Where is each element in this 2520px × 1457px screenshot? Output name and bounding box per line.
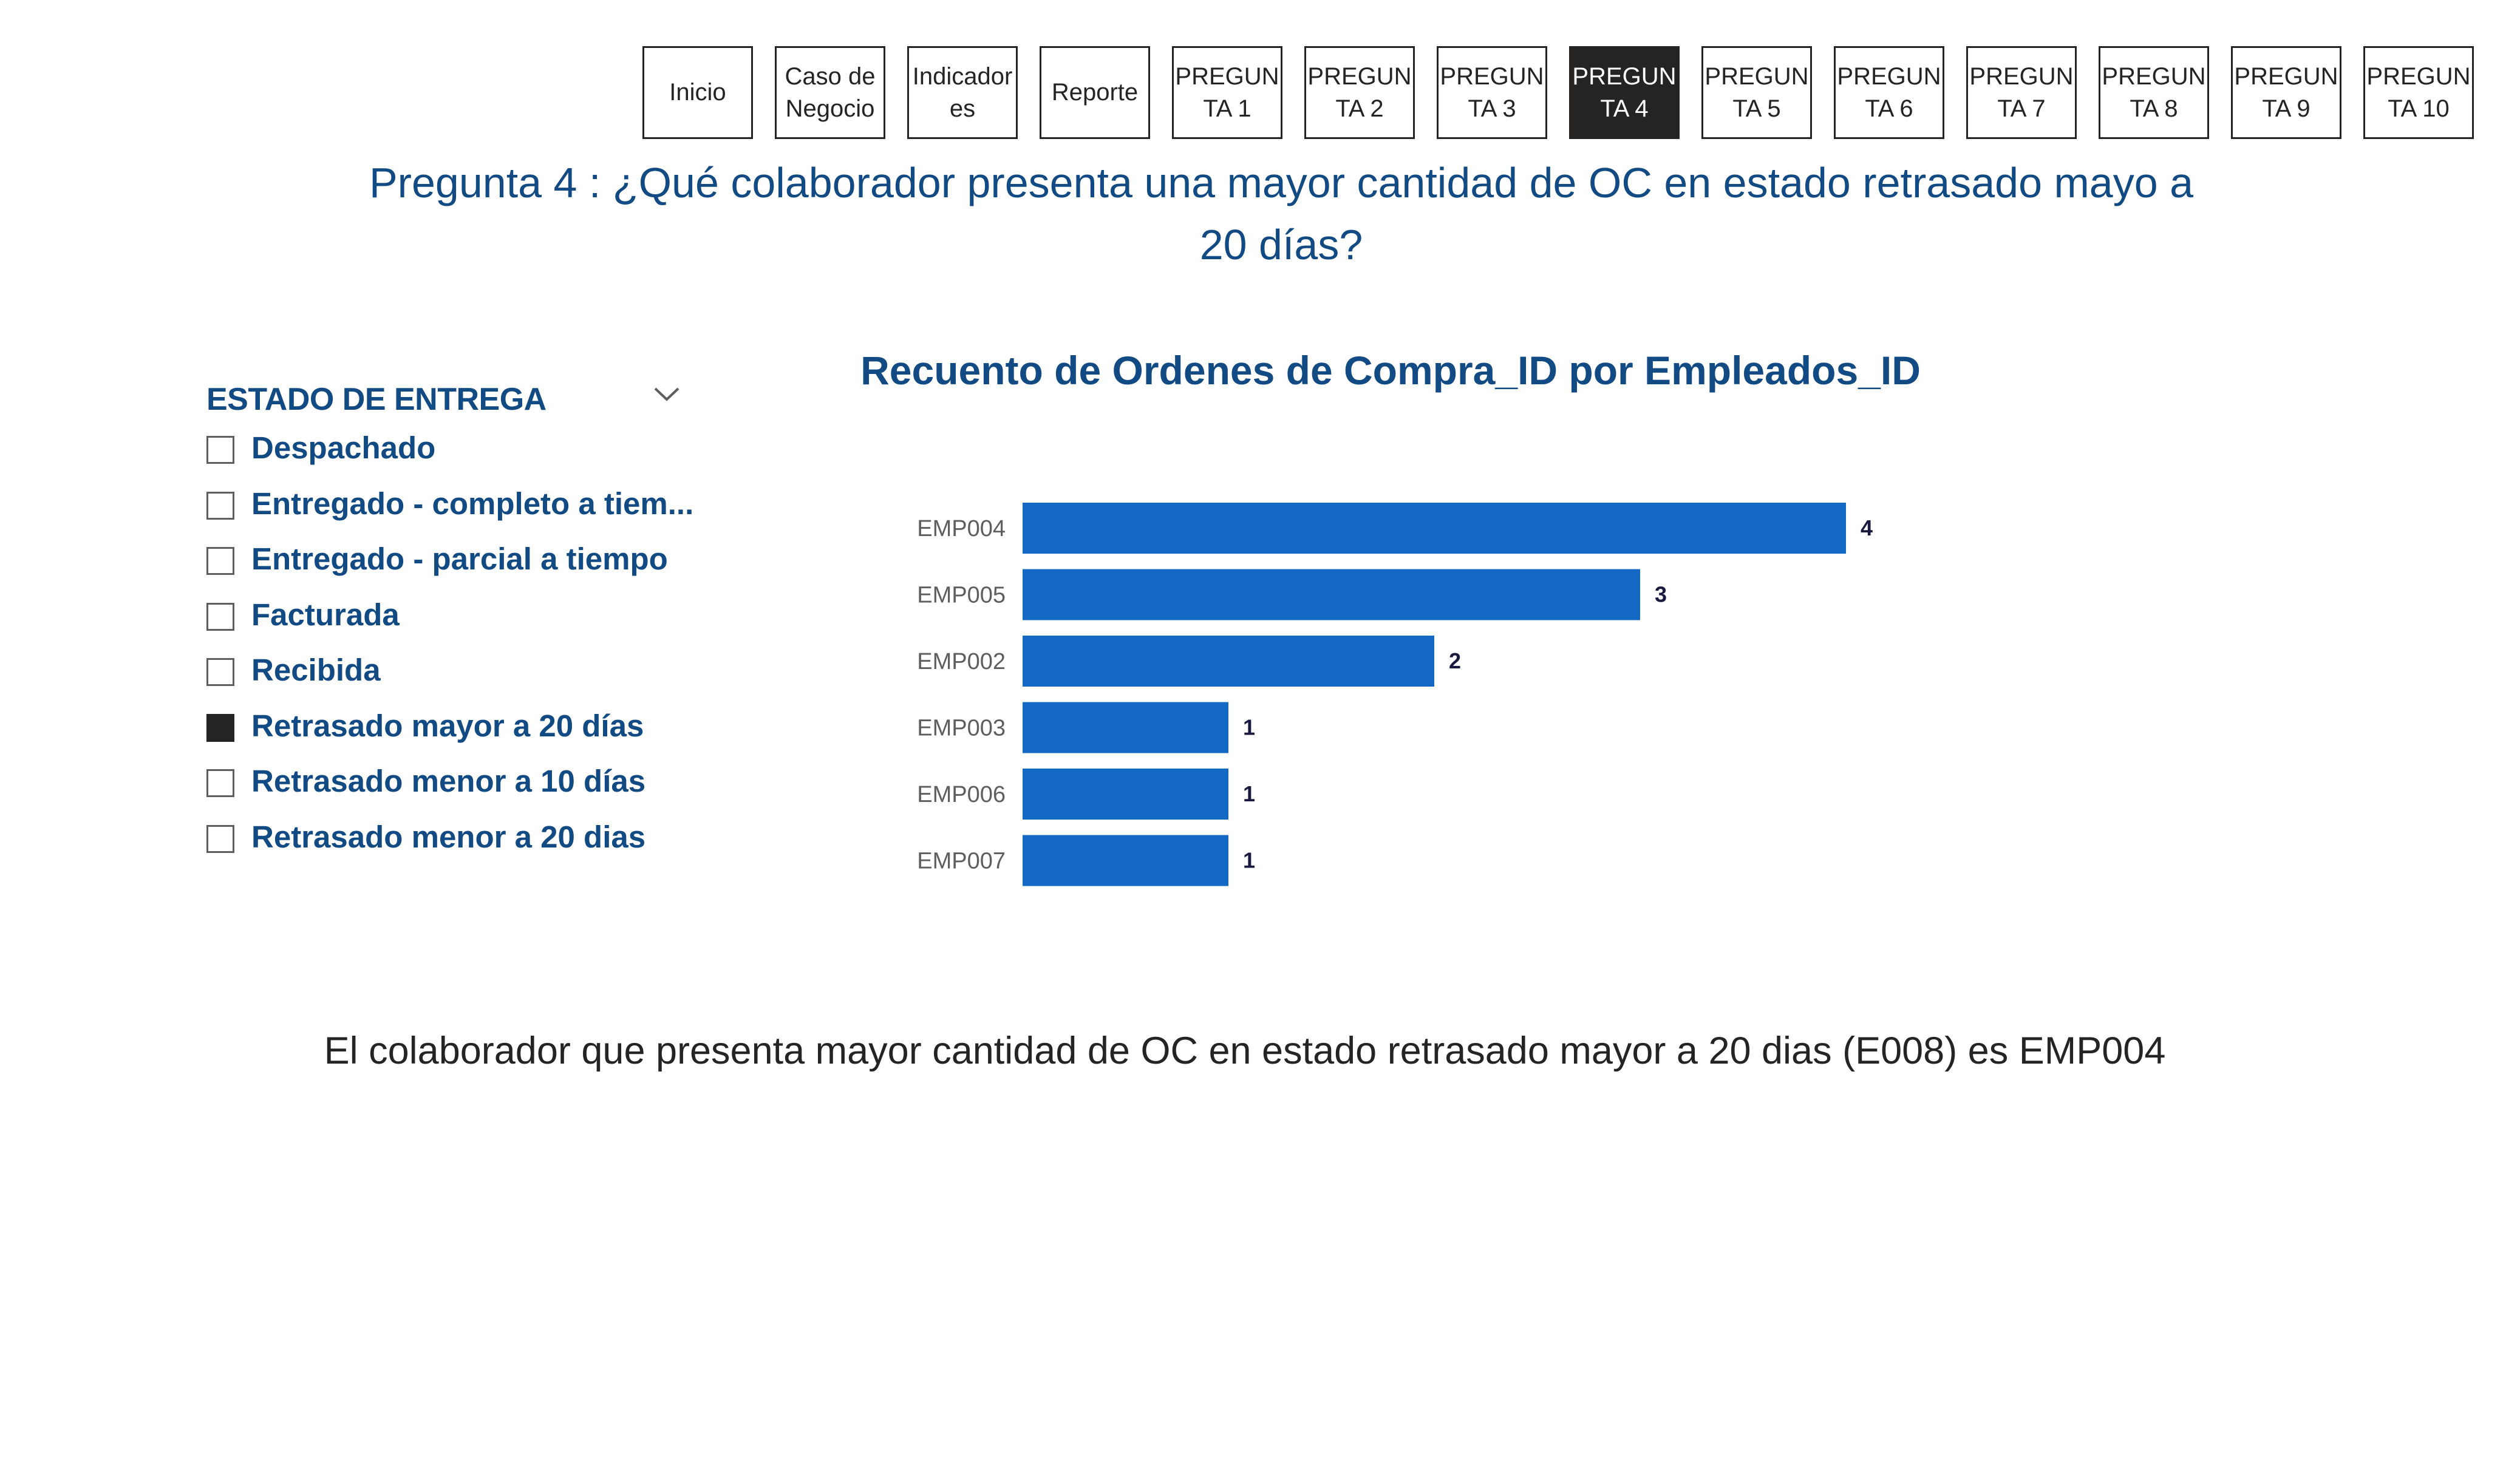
nav-button-pregunta-4[interactable]: PREGUNTA 4 <box>1569 46 1680 139</box>
nav-button-label: Reporte <box>1051 79 1139 106</box>
nav-button-label: PREGUNTA 6 <box>1837 63 1941 122</box>
nav-button-reporte[interactable]: Reporte <box>1040 46 1150 139</box>
category-label: EMP002 <box>917 649 1006 674</box>
nav-button-label: Caso de Negocio <box>785 63 876 122</box>
slicer-item-label: Retrasado menor a 10 días <box>251 764 646 798</box>
category-label: EMP007 <box>917 849 1006 874</box>
conclusion-text: El colaborador que presenta mayor cantid… <box>324 1030 2166 1072</box>
nav-button-label: PREGUNTA 7 <box>1969 63 2074 122</box>
data-label: 3 <box>1655 582 1667 607</box>
chevron-down-icon[interactable] <box>652 382 682 407</box>
nav-button-inicio[interactable]: Inicio <box>642 46 753 139</box>
slicer-item[interactable]: Recibida <box>205 647 703 696</box>
nav-button-pregunta-5[interactable]: PREGUNTA 5 <box>1701 46 1812 139</box>
nav-button-pregunta-2[interactable]: PREGUNTA 2 <box>1304 46 1415 139</box>
question-title: Pregunta 4 : ¿Qué colaborador presenta u… <box>369 159 2194 268</box>
bar-emp007[interactable] <box>1023 835 1228 886</box>
nav-button-label: PREGUNTA 5 <box>1704 63 1809 122</box>
slicer-item-label: Entregado - parcial a tiempo <box>251 542 668 576</box>
nav-button-pregunta-1[interactable]: PREGUNTA 1 <box>1172 46 1282 139</box>
category-label: EMP004 <box>917 516 1006 542</box>
nav-button-label: PREGUNTA 1 <box>1175 63 1279 122</box>
nav-button-pregunta-6[interactable]: PREGUNTA 6 <box>1834 46 1944 139</box>
slicer-checkbox[interactable] <box>206 547 234 575</box>
category-label: EMP003 <box>917 716 1006 741</box>
nav-button-pregunta-9[interactable]: PREGUNTA 9 <box>2231 46 2341 139</box>
slicer-item-label: Retrasado mayor a 20 días <box>251 708 644 743</box>
slicer-item[interactable]: Entregado - completo a tiem... <box>205 481 703 529</box>
nav-button-caso-de-negocio[interactable]: Caso de Negocio <box>775 46 885 139</box>
slicer-item-label: Entregado - completo a tiem... <box>251 486 694 521</box>
data-label: 4 <box>1861 515 1873 540</box>
nav-button-label: PREGUNTA 8 <box>2102 63 2206 122</box>
nav-button-pregunta-10[interactable]: PREGUNTA 10 <box>2363 46 2474 139</box>
data-label: 2 <box>1449 648 1461 673</box>
category-label: EMP006 <box>917 782 1006 807</box>
slicer-checkbox[interactable] <box>206 436 234 464</box>
data-label: 1 <box>1243 848 1255 873</box>
chart-title: Recuento de Ordenes de Compra_ID por Emp… <box>860 348 1921 393</box>
nav-button-pregunta-8[interactable]: PREGUNTA 8 <box>2099 46 2209 139</box>
nav-button-label: PREGUNTA 3 <box>1440 63 1544 122</box>
slicer-item-label: Facturada <box>251 597 400 632</box>
nav-button-label: PREGUNTA 2 <box>1307 63 1412 122</box>
slicer-checkbox[interactable] <box>206 824 234 853</box>
slicer-checkbox[interactable] <box>206 491 234 520</box>
bar-chart: EMP004 4 EMP005 3 EMP002 2 EMP003 1 EMP006 1 EMP00… <box>917 503 1873 886</box>
nav-button-label: Indicadores <box>912 63 1013 122</box>
estado-entrega-slicer: ESTADO DE ENTREGA Despachado Entregado - … <box>205 376 703 854</box>
slicer-item-label: Recibida <box>251 653 381 687</box>
bar-emp004[interactable] <box>1023 503 1846 554</box>
slicer-checkbox[interactable] <box>206 769 234 797</box>
data-label: 1 <box>1243 715 1255 740</box>
slicer-item[interactable]: Retrasado menor a 10 días <box>205 758 703 807</box>
bar-emp005[interactable] <box>1023 569 1640 620</box>
slicer-title: ESTADO DE ENTREGA <box>206 382 547 417</box>
bar-emp003[interactable] <box>1023 702 1228 753</box>
nav-button-pregunta-3[interactable]: PREGUNTA 3 <box>1437 46 1547 139</box>
slicer-header: ESTADO DE ENTREGA <box>205 376 703 425</box>
slicer-item-label: Retrasado menor a 20 dias <box>251 819 646 854</box>
nav-button-label: Inicio <box>669 79 726 106</box>
page-navigation: Inicio Caso de Negocio Indicadores Reporte P… <box>642 46 2482 140</box>
slicer-checkbox[interactable] <box>206 713 234 742</box>
slicer-item[interactable]: Entregado - parcial a tiempo <box>205 536 703 585</box>
nav-button-label: PREGUNTA 10 <box>2366 63 2471 122</box>
nav-button-label: PREGUNTA 9 <box>2234 63 2338 122</box>
slicer-checkbox[interactable] <box>206 602 234 631</box>
data-label: 1 <box>1243 781 1255 806</box>
nav-button-pregunta-7[interactable]: PREGUNTA 7 <box>1966 46 2077 139</box>
slicer-checkbox[interactable] <box>206 658 234 686</box>
slicer-item[interactable]: Facturada <box>205 592 703 640</box>
slicer-item-label: Despachado <box>251 430 436 465</box>
bar-emp006[interactable] <box>1023 769 1228 820</box>
nav-button-label: PREGUNTA 4 <box>1572 63 1677 122</box>
category-label: EMP005 <box>917 583 1006 608</box>
bar-emp002[interactable] <box>1023 636 1434 687</box>
nav-button-indicadores[interactable]: Indicadores <box>907 46 1018 139</box>
slicer-item[interactable]: Despachado <box>205 425 703 474</box>
slicer-item[interactable]: Retrasado menor a 20 dias <box>205 814 703 863</box>
slicer-item[interactable]: Retrasado mayor a 20 días <box>205 703 703 752</box>
